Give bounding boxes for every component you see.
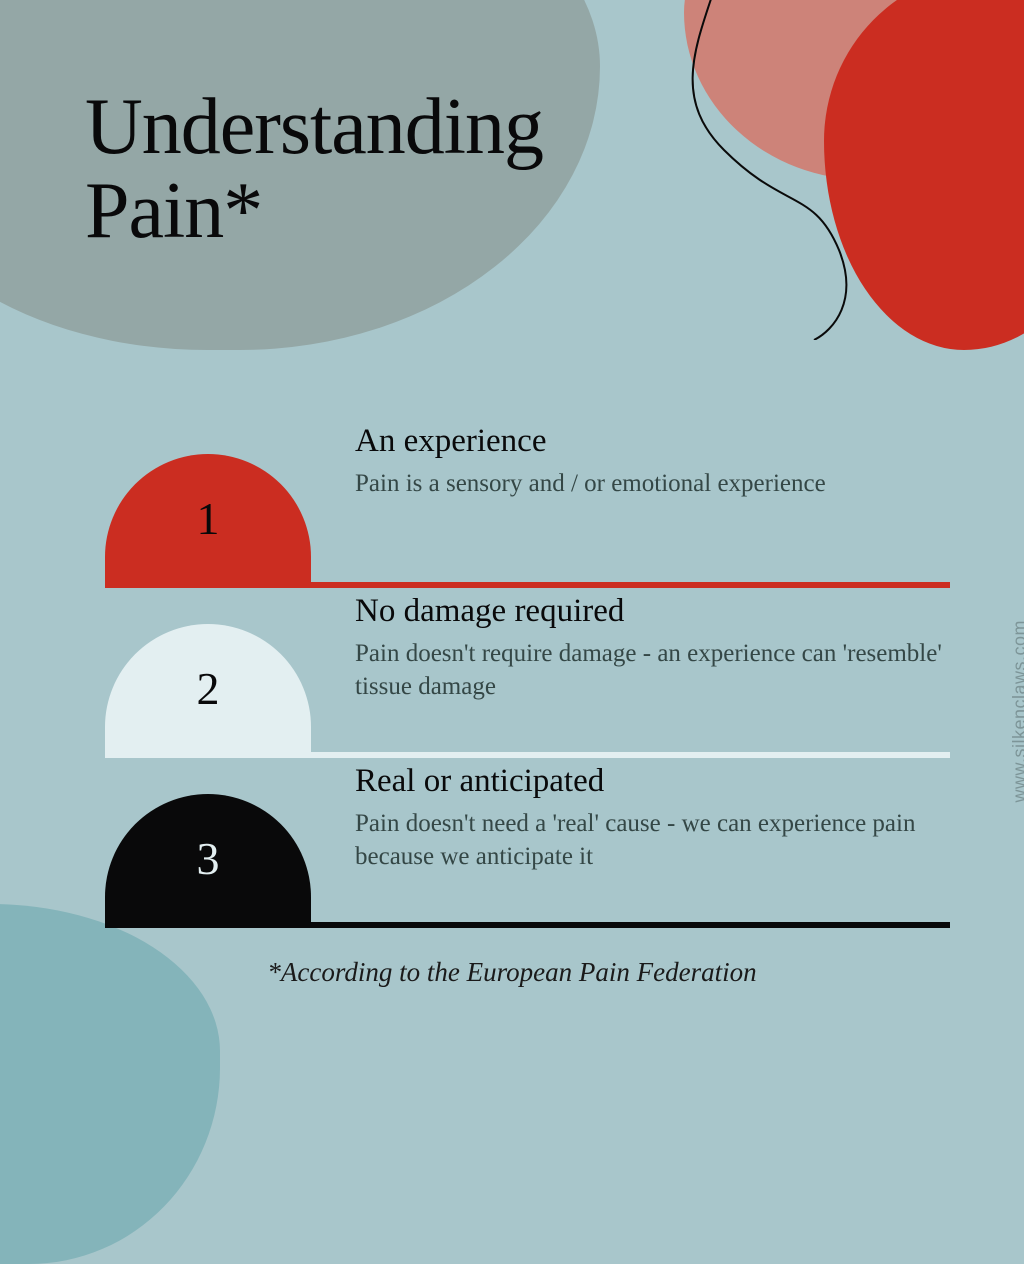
list-item: 2 No damage required Pain doesn't requir… [105, 588, 935, 758]
item-number: 2 [197, 662, 220, 715]
list-item: 1 An experience Pain is a sensory and / … [105, 418, 935, 588]
item-body: Pain is a sensory and / or emotional exp… [355, 468, 955, 501]
arch-shape: 1 [105, 454, 311, 582]
list-item: 3 Real or anticipated Pain doesn't need … [105, 758, 935, 928]
page-title: UnderstandingPain* [85, 85, 543, 253]
squiggle-line-icon [664, 0, 924, 340]
item-body: Pain doesn't need a 'real' cause - we ca… [355, 808, 955, 873]
item-number: 1 [197, 492, 220, 545]
item-heading: An experience [355, 423, 955, 460]
underline-rule [105, 922, 950, 928]
item-heading: No damage required [355, 593, 955, 630]
item-number: 3 [197, 832, 220, 885]
footnote: *According to the European Pain Federati… [0, 957, 1024, 988]
arch-shape: 2 [105, 624, 311, 752]
item-heading: Real or anticipated [355, 763, 955, 800]
watermark: www.silkenclaws.com [1010, 620, 1024, 803]
item-body: Pain doesn't require damage - an experie… [355, 638, 955, 703]
items-list: 1 An experience Pain is a sensory and / … [105, 418, 935, 928]
arch-shape: 3 [105, 794, 311, 922]
